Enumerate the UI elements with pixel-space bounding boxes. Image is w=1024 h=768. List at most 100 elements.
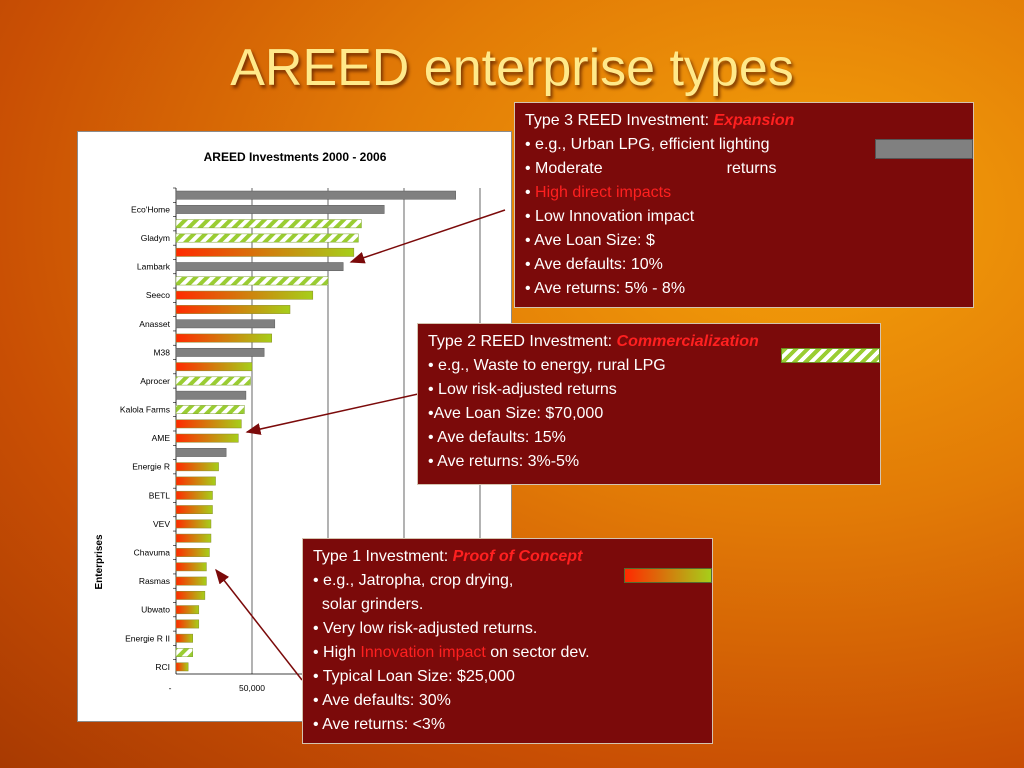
- category-label: Rasmas: [139, 576, 170, 586]
- category-label: AME: [152, 433, 171, 443]
- chart-bars: [175, 190, 456, 672]
- bar-16: [175, 419, 242, 429]
- type3-title-emphasis: Expansion: [713, 112, 795, 129]
- bar-32: [175, 648, 193, 657]
- type3-ave-returns: • Ave returns: 5% - 8%: [525, 280, 686, 297]
- category-label: Energie R II: [125, 633, 170, 643]
- bar-27: [175, 576, 207, 586]
- bar-24: [175, 533, 212, 543]
- type1-ave-returns: • Ave returns: <3%: [313, 716, 446, 733]
- category-label: Energie R: [132, 462, 170, 472]
- bar-6: [175, 276, 329, 286]
- bar-8: [175, 305, 291, 314]
- chart-category-labels: Eco'Home Gladym Lambark Seeco Anasset M38 Apro…: [120, 204, 171, 671]
- bar-19: [175, 462, 219, 472]
- chart-x-ticks: - 50,000: [169, 683, 266, 693]
- type1-defaults: • Ave defaults: 30%: [313, 692, 451, 709]
- type3-title-prefix: Type 3 REED Investment:: [525, 112, 714, 129]
- type3-impact-text: High direct impacts: [535, 184, 672, 201]
- type1-title: Type 1 Investment: Proof of Concept: [313, 545, 702, 569]
- type3-returns-right: returns: [726, 160, 777, 177]
- category-label: Ubwato: [141, 605, 170, 615]
- x-tick-label: -: [169, 683, 172, 693]
- bar-2: [175, 219, 362, 229]
- type3-impact: • High direct impacts: [525, 181, 963, 205]
- type1-risk: • Very low risk-adjusted returns.: [313, 620, 538, 637]
- category-label: Aprocer: [140, 376, 170, 386]
- bar-22: [175, 505, 213, 515]
- bar-3: [175, 233, 359, 243]
- type1-title-prefix: Type 1 Investment:: [313, 548, 453, 565]
- arrow-type3: [349, 209, 506, 264]
- bar-7: [175, 290, 314, 300]
- bar-10: [175, 333, 273, 343]
- type3-returns: • Moderate returns: [525, 157, 963, 181]
- arrow-type2: [245, 393, 419, 435]
- bar-26: [175, 562, 207, 572]
- x-tick-label: 50,000: [239, 683, 265, 693]
- bar-25: [175, 548, 210, 557]
- category-label: Lambark: [137, 262, 171, 272]
- bar-31: [175, 633, 193, 643]
- type3-example: • e.g., Urban LPG, efficient lighting: [525, 136, 770, 153]
- type3-legend-swatch: [875, 139, 973, 159]
- bar-33: [175, 662, 189, 672]
- y-axis-title: Enterprises: [94, 534, 105, 589]
- type3-innovation: • Low Innovation impact: [525, 208, 695, 225]
- bar-1: [175, 205, 385, 214]
- category-label: Anasset: [139, 319, 170, 329]
- category-label: BETL: [149, 490, 171, 500]
- category-label: Seeco: [146, 290, 170, 300]
- type1-example-line1: • e.g., Jatropha, crop drying,: [313, 572, 514, 589]
- bar-14: [175, 390, 247, 400]
- bar-17: [175, 433, 239, 443]
- bar-9: [175, 319, 276, 329]
- category-label: M38: [153, 347, 170, 357]
- category-label: VEV: [153, 519, 170, 529]
- type3-info-box: Type 3 REED Investment: Expansion • e.g.…: [514, 102, 974, 308]
- type1-high-prefix: • High: [313, 644, 361, 661]
- type1-high-emphasis: Innovation impact: [360, 644, 486, 661]
- bar-20: [175, 476, 216, 486]
- type2-legend-swatch: [781, 348, 880, 363]
- category-label: RCI: [155, 662, 170, 672]
- bar-21: [175, 490, 213, 500]
- slide-title: AREED enterprise types: [230, 39, 794, 97]
- type1-loan: • Typical Loan Size: $25,000: [313, 668, 515, 685]
- type1-high-suffix: on sector dev.: [485, 644, 590, 661]
- bar-0: [175, 190, 456, 200]
- type3-defaults: • Ave defaults: 10%: [525, 256, 663, 273]
- type1-title-emphasis: Proof of Concept: [452, 548, 583, 565]
- type2-risk: • Low risk-adjusted returns: [428, 381, 617, 398]
- type3-loan: • Ave Loan Size: $: [525, 232, 655, 249]
- type1-legend-swatch: [624, 568, 712, 583]
- type2-title-emphasis: Commercialization: [616, 333, 759, 350]
- bar-15: [175, 405, 245, 414]
- type2-title-prefix: Type 2 REED Investment:: [428, 333, 617, 350]
- category-label: Chavuma: [134, 548, 171, 558]
- bar-23: [175, 519, 212, 529]
- type2-info-box: Type 2 REED Investment: Commercializatio…: [417, 323, 881, 485]
- bar-18: [175, 448, 227, 457]
- type1-example-line2: solar grinders.: [313, 596, 424, 613]
- category-label: Gladym: [141, 233, 170, 243]
- type2-title: Type 2 REED Investment: Commercializatio…: [428, 330, 870, 354]
- type1-high-impact: • High Innovation impact on sector dev.: [313, 641, 702, 665]
- bar-5: [175, 262, 344, 272]
- type3-title: Type 3 REED Investment: Expansion: [525, 109, 963, 133]
- type2-example: • e.g., Waste to energy, rural LPG: [428, 357, 666, 374]
- bar-28: [175, 590, 206, 600]
- type3-returns-left: • Moderate: [525, 160, 603, 177]
- bar-30: [175, 619, 200, 629]
- type3-impact-bullet: •: [525, 184, 536, 201]
- category-label: Eco'Home: [131, 204, 170, 214]
- chart-title: AREED Investments 2000 - 2006: [204, 150, 387, 164]
- bar-12: [175, 362, 253, 372]
- type2-loan: •Ave Loan Size: $70,000: [428, 405, 604, 422]
- type2-ave-returns: • Ave returns: 3%-5%: [428, 453, 580, 470]
- arrow-type1: [215, 568, 303, 681]
- type2-defaults: • Ave defaults: 15%: [428, 429, 566, 446]
- bar-13: [175, 376, 251, 386]
- bar-29: [175, 605, 200, 615]
